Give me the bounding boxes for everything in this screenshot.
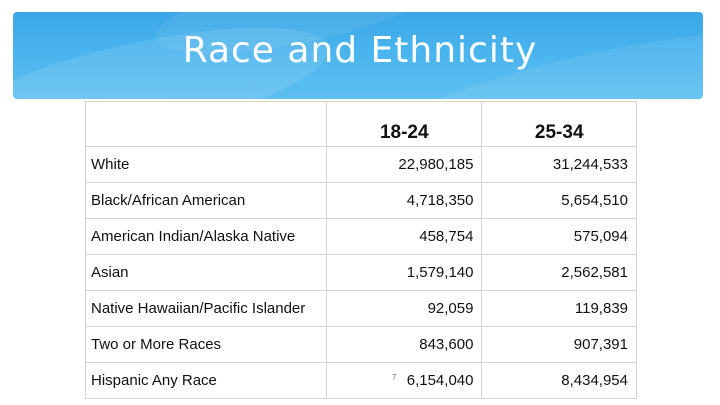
table-row: Native Hawaiian/Pacific Islander 92,059 … (84, 290, 637, 327)
page-number: 7 (392, 373, 397, 382)
title-banner (13, 12, 703, 99)
cell-25-34: 2,562,581 (481, 254, 637, 291)
table-row: Two or More Races 843,600 907,391 (84, 326, 637, 363)
row-label: Two or More Races (84, 326, 328, 363)
cell-25-34: 119,839 (481, 290, 637, 327)
column-header-18-24: 18-24 (326, 101, 483, 147)
cell-25-34: 907,391 (481, 326, 637, 363)
row-label: White (84, 146, 328, 183)
accent-line (104, 99, 170, 101)
table-row: Black/African American 4,718,350 5,654,5… (84, 182, 637, 219)
table-header-row: 18-24 25-34 (84, 101, 637, 147)
row-label: Asian (84, 254, 328, 291)
cell-18-24: 22,980,185 (326, 146, 483, 183)
cell-18-24: 4,718,350 (326, 182, 483, 219)
cell-25-34: 31,244,533 (481, 146, 637, 183)
table-row: American Indian/Alaska Native 458,754 57… (84, 218, 637, 255)
cell-25-34: 5,654,510 (481, 182, 637, 219)
cell-18-24: 92,059 (326, 290, 483, 327)
row-label: Hispanic Any Race (84, 362, 328, 399)
cell-25-34: 8,434,954 (481, 362, 637, 399)
row-label: Black/African American (84, 182, 328, 219)
table-row: Hispanic Any Race 6,154,040 8,434,954 (84, 362, 637, 399)
table-header-blank (84, 101, 328, 147)
column-header-25-34: 25-34 (481, 101, 637, 147)
row-label: American Indian/Alaska Native (84, 218, 328, 255)
cell-18-24: 6,154,040 (326, 362, 483, 399)
cell-25-34: 575,094 (481, 218, 637, 255)
data-table: 18-24 25-34 White 22,980,185 31,244,533 … (84, 101, 637, 399)
cell-18-24: 1,579,140 (326, 254, 483, 291)
cell-18-24: 843,600 (326, 326, 483, 363)
slide-title: Race and Ethnicity (182, 30, 538, 71)
table-row: Asian 1,579,140 2,562,581 (84, 254, 637, 291)
table-row: White 22,980,185 31,244,533 (84, 146, 637, 183)
row-label: Native Hawaiian/Pacific Islander (84, 290, 328, 327)
cell-18-24: 458,754 (326, 218, 483, 255)
